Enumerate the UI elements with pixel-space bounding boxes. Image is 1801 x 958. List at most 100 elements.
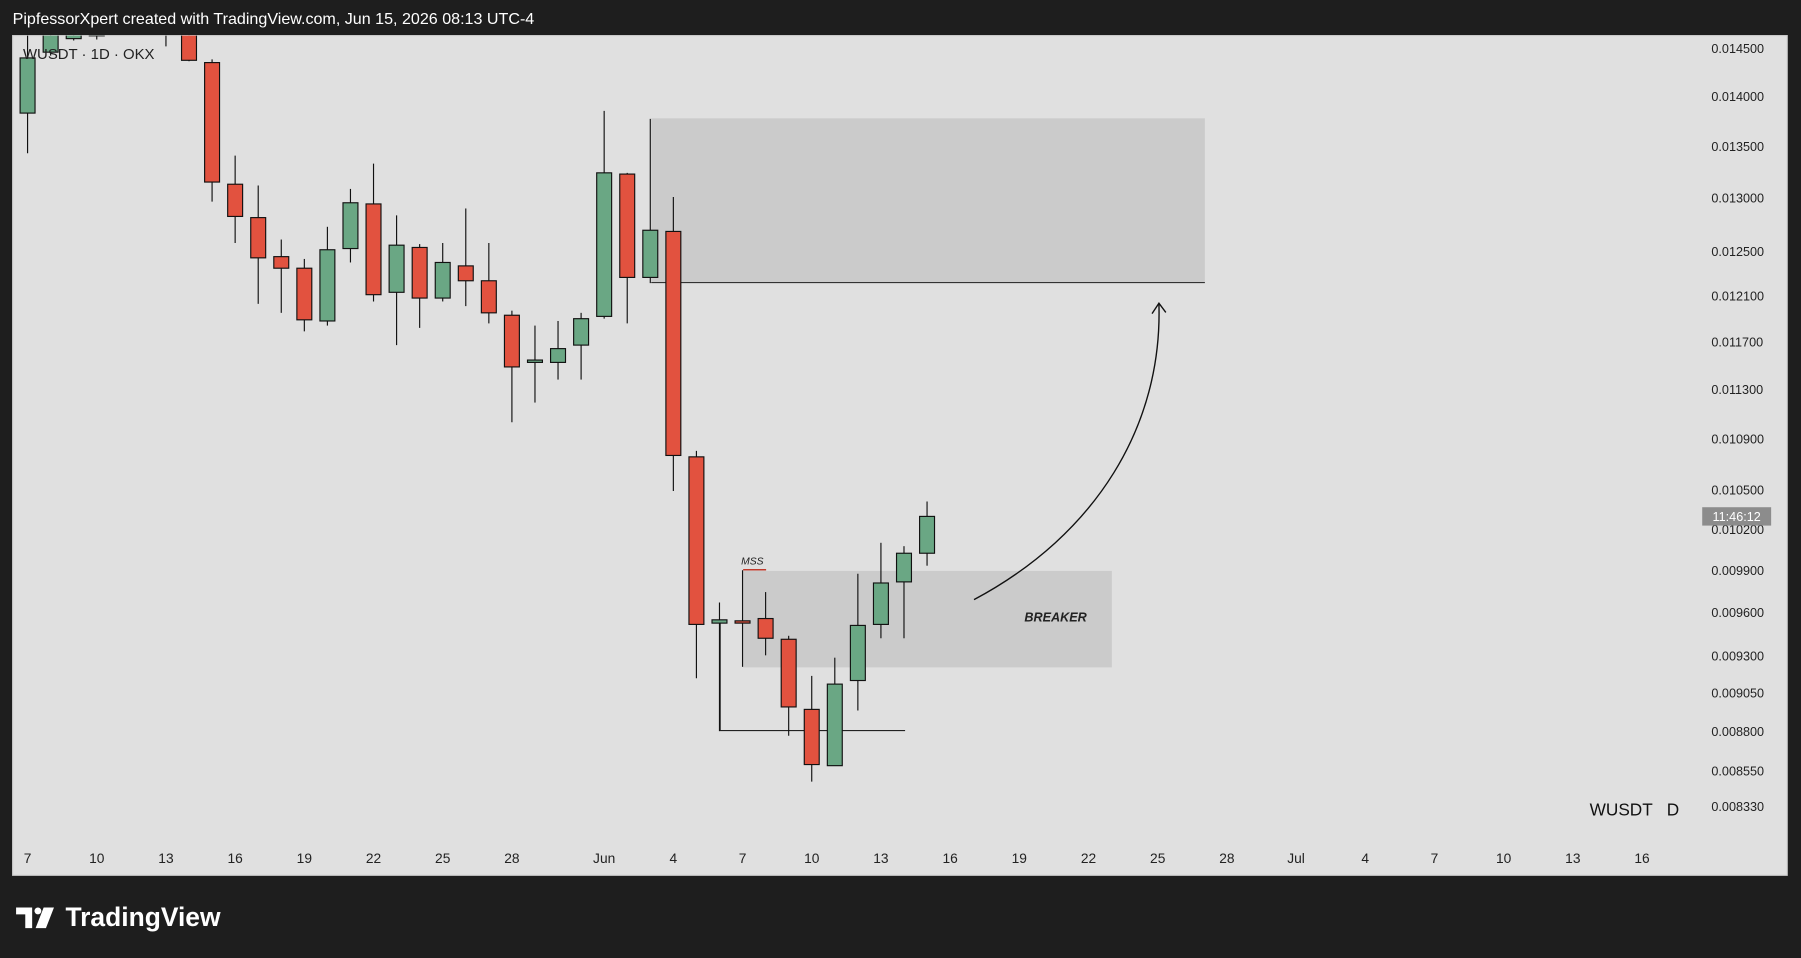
y-tick-label: 0.014500 (1711, 42, 1764, 56)
candle-body (204, 62, 221, 183)
candle-body (780, 638, 797, 708)
candle-body (619, 173, 636, 278)
candle-body (434, 261, 451, 299)
candle-body (88, 35, 105, 37)
candle-body (573, 318, 590, 346)
candle-body (296, 267, 313, 321)
x-tick-label: 22 (1081, 851, 1096, 866)
x-tick-label: 13 (873, 851, 889, 866)
candle-body (503, 314, 520, 368)
y-tick-label: 0.010200 (1711, 523, 1764, 537)
candle-body (711, 619, 728, 624)
mss-label: MSS (741, 556, 763, 567)
candle-body (919, 515, 936, 554)
candle-body (365, 203, 382, 296)
logo-icon (35, 907, 54, 929)
logo: TradingView (16, 902, 221, 932)
candles (19, 35, 936, 782)
candle-body (319, 249, 336, 322)
x-tick-label: 19 (297, 851, 312, 866)
x-tick-label: 4 (1361, 851, 1369, 866)
candle-body (19, 57, 36, 114)
x-tick-label: 10 (1496, 851, 1512, 866)
x-tick-label: 25 (1150, 851, 1166, 866)
x-tick-label: 28 (504, 851, 520, 866)
candle-body (757, 617, 774, 639)
candle-body (342, 202, 359, 250)
y-tick-label: 0.011700 (1711, 336, 1763, 350)
candle-body (227, 183, 244, 218)
x-tick-label: Jul (1287, 851, 1305, 866)
supply-zone (651, 118, 1205, 283)
x-tick-label: 4 (670, 851, 678, 866)
y-tick-label: 0.010900 (1711, 432, 1764, 446)
watermark: WUSDT D (1590, 800, 1680, 820)
candle-body (688, 456, 705, 625)
drawings (651, 118, 1205, 732)
y-tick-label: 0.012100 (1711, 290, 1764, 304)
candle-body (665, 230, 682, 457)
candle-body (273, 256, 290, 269)
candle-body (180, 35, 198, 61)
y-tick-label: 0.013500 (1711, 140, 1764, 154)
x-tick-label: 7 (24, 851, 32, 866)
y-tick-label: 0.009900 (1711, 564, 1764, 578)
candle-body (388, 244, 405, 293)
y-tick-label: 0.013000 (1711, 192, 1764, 206)
logo-text: TradingView (65, 902, 221, 932)
attribution: PipfessorXpert created with TradingView.… (13, 10, 535, 28)
candle-body (734, 620, 751, 624)
y-tick-label: 0.008800 (1711, 725, 1764, 739)
y-tick-label: 0.009600 (1711, 606, 1764, 620)
y-tick-label: 0.010500 (1711, 484, 1764, 498)
x-tick-label: 13 (158, 851, 174, 866)
candle-body (480, 280, 497, 314)
x-tick-label: 16 (227, 851, 243, 866)
y-tick-label: 0.008550 (1711, 764, 1764, 778)
candle-body (250, 217, 267, 259)
structure-line (719, 620, 906, 732)
breaker-zone (743, 570, 1112, 668)
candle-body (526, 359, 544, 363)
y-tick-label: 0.014000 (1711, 90, 1764, 104)
y-tick-label: 0.009050 (1711, 687, 1764, 701)
candle-body (826, 683, 843, 767)
x-tick-label: 7 (1431, 851, 1439, 866)
candle-body (642, 229, 659, 278)
arrow-head (1151, 302, 1167, 314)
x-tick-label: 28 (1219, 851, 1235, 866)
x-tick-label: 19 (1012, 851, 1027, 866)
candle-body (549, 348, 567, 363)
x-tick-label: 25 (435, 851, 451, 866)
y-tick-label: 0.012500 (1711, 245, 1764, 259)
countdown-box (1702, 507, 1772, 526)
x-tick-label: 16 (942, 851, 958, 866)
candle-body (803, 708, 820, 766)
x-tick-label: 7 (739, 851, 747, 866)
countdown: 11:46:12 (1713, 510, 1761, 524)
breaker-label: BREAKER (1024, 610, 1087, 624)
y-tick-label: 0.008330 (1711, 800, 1764, 814)
projection-arrow (973, 304, 1160, 601)
logo-icon (16, 907, 33, 929)
candle-body (596, 172, 613, 317)
candle-body (457, 265, 474, 282)
candle-body (65, 35, 82, 40)
candle-body (872, 582, 889, 625)
y-tick-label: 0.009300 (1711, 649, 1764, 663)
candle-body (42, 35, 59, 53)
x-tick-label: 10 (89, 851, 105, 866)
candle-body (895, 552, 913, 583)
x-tick-label: 13 (1565, 851, 1581, 866)
logo-icon (34, 907, 42, 915)
symbol-label: WUSDT · 1D · OKX (23, 46, 155, 63)
y-tick-label: 0.011300 (1711, 383, 1763, 397)
x-tick-label: 10 (804, 851, 820, 866)
candle-body (411, 246, 428, 299)
x-tick-label: 16 (1634, 851, 1650, 866)
x-tick-label: 22 (366, 851, 381, 866)
x-tick-label: Jun (593, 851, 615, 866)
candle-body (849, 624, 866, 682)
